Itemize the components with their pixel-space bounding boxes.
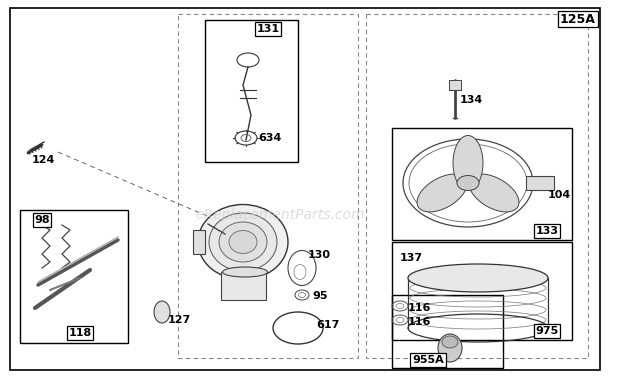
Text: 617: 617 bbox=[316, 320, 339, 330]
Text: 137: 137 bbox=[400, 253, 423, 263]
Text: 98: 98 bbox=[34, 215, 50, 225]
Ellipse shape bbox=[229, 230, 257, 254]
Text: 124: 124 bbox=[32, 155, 55, 165]
Text: 134: 134 bbox=[460, 95, 483, 105]
Ellipse shape bbox=[442, 336, 458, 348]
Text: 130: 130 bbox=[308, 250, 331, 260]
Text: 125A: 125A bbox=[560, 13, 596, 26]
Text: 95: 95 bbox=[312, 291, 327, 301]
Text: 131: 131 bbox=[257, 24, 280, 34]
Bar bbox=[178, 14, 358, 358]
Text: 634: 634 bbox=[258, 133, 281, 143]
Ellipse shape bbox=[223, 267, 267, 277]
Bar bbox=[205, 20, 298, 162]
Bar bbox=[392, 128, 572, 240]
Text: 118: 118 bbox=[68, 328, 92, 338]
Bar bbox=[366, 14, 588, 358]
Text: 127: 127 bbox=[168, 315, 191, 325]
Ellipse shape bbox=[209, 213, 277, 271]
Bar bbox=[20, 210, 128, 343]
Ellipse shape bbox=[408, 264, 548, 292]
Ellipse shape bbox=[198, 204, 288, 280]
Text: 116: 116 bbox=[408, 317, 432, 327]
Text: 133: 133 bbox=[536, 226, 559, 236]
Text: 104: 104 bbox=[548, 190, 571, 200]
Text: 116: 116 bbox=[408, 303, 432, 313]
Ellipse shape bbox=[453, 136, 483, 191]
Ellipse shape bbox=[219, 222, 267, 262]
Ellipse shape bbox=[469, 174, 519, 212]
Ellipse shape bbox=[457, 175, 479, 191]
Ellipse shape bbox=[438, 334, 462, 362]
Text: 975: 975 bbox=[536, 326, 559, 336]
Ellipse shape bbox=[154, 301, 170, 323]
Bar bbox=[193, 230, 205, 254]
Bar bbox=[221, 272, 266, 300]
Bar bbox=[526, 176, 554, 190]
Ellipse shape bbox=[417, 174, 467, 212]
Bar bbox=[392, 295, 503, 368]
Bar bbox=[449, 80, 461, 90]
Bar bbox=[392, 242, 572, 340]
Text: 955A: 955A bbox=[412, 355, 444, 365]
Text: eReplacementParts.com: eReplacementParts.com bbox=[195, 208, 365, 222]
